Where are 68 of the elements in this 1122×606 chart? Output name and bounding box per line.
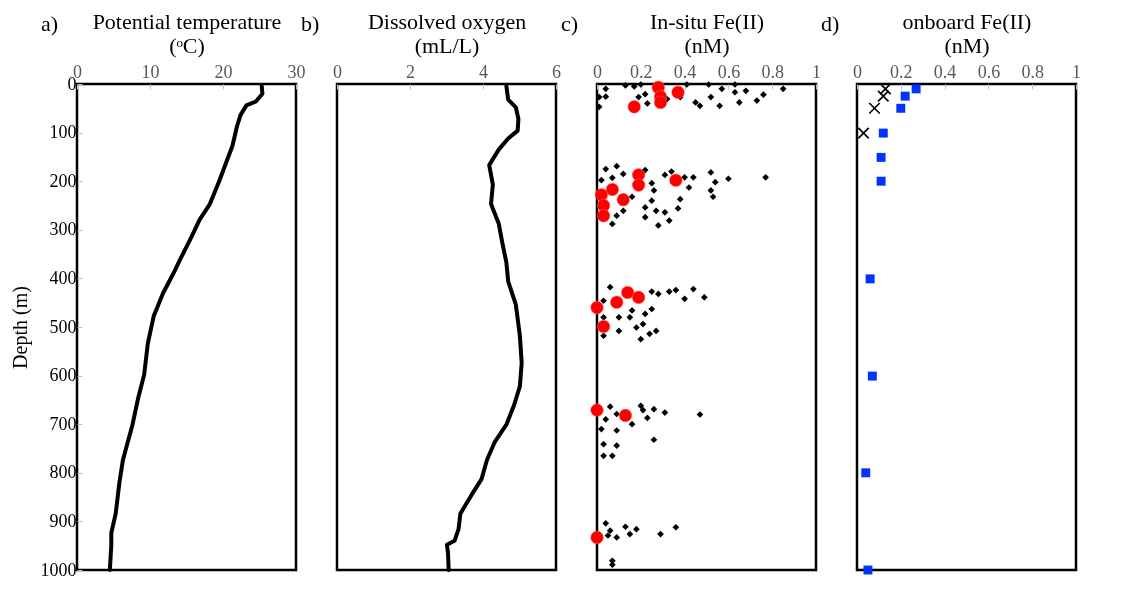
point bbox=[876, 152, 886, 162]
point bbox=[876, 176, 886, 186]
y-tick-label: 900 bbox=[49, 510, 77, 531]
y-tick-label: 500 bbox=[49, 316, 77, 337]
point bbox=[863, 565, 873, 575]
y-axis-title: Depth (m) bbox=[8, 286, 32, 369]
point bbox=[878, 128, 888, 138]
point bbox=[671, 85, 685, 99]
x-tick-label: 4 bbox=[479, 61, 488, 82]
point bbox=[594, 188, 608, 202]
chart-title: b) bbox=[301, 11, 320, 36]
x-tick-label: 0.4 bbox=[673, 61, 697, 82]
y-tick-label: 1000 bbox=[40, 559, 77, 580]
point bbox=[896, 103, 906, 113]
y-tick-label: 300 bbox=[49, 219, 77, 240]
y-tick-label: 800 bbox=[49, 462, 77, 483]
point bbox=[632, 290, 646, 304]
x-tick-label: 1 bbox=[812, 61, 821, 82]
x-tick-label: 0.4 bbox=[933, 61, 957, 82]
point bbox=[590, 301, 604, 315]
y-tick-label: 400 bbox=[49, 267, 77, 288]
y-tick-label: 200 bbox=[49, 170, 77, 191]
x-tick-label: 0.8 bbox=[1021, 61, 1044, 82]
point bbox=[632, 178, 646, 192]
chart-title: c) bbox=[561, 11, 579, 36]
point bbox=[605, 182, 619, 197]
point bbox=[861, 468, 871, 478]
x-tick-label: 0.2 bbox=[890, 61, 913, 82]
point bbox=[877, 90, 890, 103]
point bbox=[616, 193, 630, 207]
x-tick-label: 10 bbox=[141, 61, 160, 82]
point bbox=[627, 100, 641, 114]
chart-title: a) bbox=[41, 11, 59, 36]
x-axis-title: Potential temperature (ᵒC) bbox=[92, 8, 282, 58]
y-tick-label: 600 bbox=[49, 365, 77, 386]
x-tick-label: 30 bbox=[287, 61, 306, 82]
x-axis-title: Dissolved oxygen (mL/L) bbox=[367, 8, 527, 58]
x-axis-title: onboard Fe(II) (nM) bbox=[902, 8, 1032, 58]
x-tick-label: 2 bbox=[406, 61, 415, 82]
point bbox=[590, 403, 604, 417]
point bbox=[590, 530, 604, 544]
point bbox=[865, 274, 875, 284]
point bbox=[597, 209, 611, 223]
point bbox=[669, 173, 683, 187]
x-tick-label: 0 bbox=[333, 61, 342, 82]
x-tick-label: 0 bbox=[593, 61, 602, 82]
point bbox=[597, 319, 611, 334]
x-tick-label: 0 bbox=[853, 61, 862, 82]
x-axis-title: In-situ Fe(II) (nM) bbox=[649, 8, 765, 58]
x-tick-label: 0.6 bbox=[977, 61, 1001, 82]
point bbox=[618, 408, 633, 423]
point bbox=[868, 102, 881, 115]
y-tick-label: 100 bbox=[49, 122, 77, 143]
x-tick-label: 0.6 bbox=[717, 61, 741, 82]
point bbox=[911, 84, 921, 94]
point bbox=[867, 371, 877, 381]
x-tick-label: 20 bbox=[214, 61, 233, 82]
point bbox=[621, 285, 635, 300]
x-tick-label: 1 bbox=[1072, 61, 1081, 82]
point bbox=[653, 95, 668, 110]
x-tick-label: 0.2 bbox=[630, 61, 653, 82]
point bbox=[900, 91, 910, 101]
point bbox=[610, 295, 624, 309]
y-tick-label: 700 bbox=[49, 413, 77, 434]
chart-title: d) bbox=[821, 11, 840, 36]
x-tick-label: 0.8 bbox=[761, 61, 784, 82]
x-tick-label: 6 bbox=[552, 61, 561, 82]
point bbox=[857, 127, 870, 140]
